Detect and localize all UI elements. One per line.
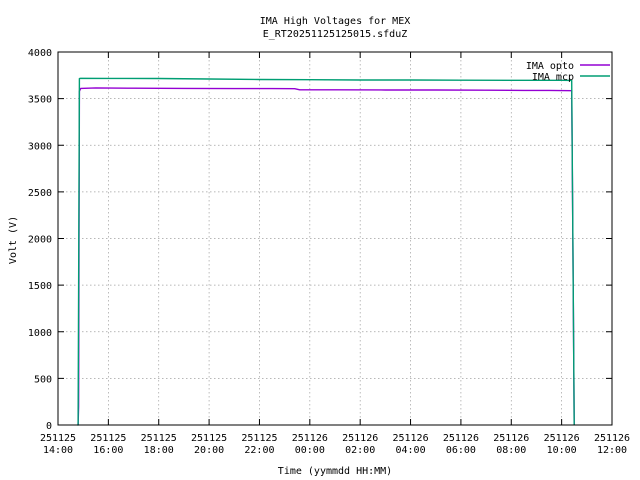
x-tick-date-label: 251125: [40, 433, 76, 444]
x-tick-time-label: 10:00: [547, 445, 577, 456]
x-tick-time-label: 18:00: [144, 445, 174, 456]
x-axis-label: Time (yymmdd HH:MM): [278, 466, 392, 477]
grid: [58, 52, 612, 425]
x-tick-date-label: 251125: [141, 433, 177, 444]
y-tick-label: 4000: [28, 48, 52, 59]
x-tick-time-label: 06:00: [446, 445, 476, 456]
y-axis-label: Volt (V): [8, 216, 19, 264]
y-tick-label: 1500: [28, 281, 52, 292]
y-tick-label: 1000: [28, 328, 52, 339]
x-tick-time-label: 00:00: [295, 445, 325, 456]
x-tick-time-label: 16:00: [93, 445, 123, 456]
y-tick-label: 2000: [28, 235, 52, 246]
x-tick-time-label: 22:00: [244, 445, 274, 456]
legend-label: IMA opto: [526, 61, 574, 72]
series-lines: [77, 77, 575, 426]
x-tick-date-label: 251125: [241, 433, 277, 444]
x-tick-time-label: 12:00: [597, 445, 627, 456]
x-tick-date-label: 251126: [392, 433, 428, 444]
x-tick-date-label: 251126: [443, 433, 479, 444]
x-tick-date-label: 251126: [544, 433, 580, 444]
x-tick-time-label: 04:00: [395, 445, 425, 456]
x-tick-date-label: 251125: [191, 433, 227, 444]
x-tick-date-label: 251126: [292, 433, 328, 444]
chart-title: IMA High Voltages for MEX: [260, 16, 411, 27]
axis-ticks: 0500100015002000250030003500400025112514…: [28, 48, 630, 456]
x-tick-date-label: 251125: [90, 433, 126, 444]
x-tick-time-label: 08:00: [496, 445, 526, 456]
series-line-ima-opto: [77, 87, 575, 426]
y-tick-label: 3000: [28, 141, 52, 152]
x-tick-time-label: 14:00: [43, 445, 73, 456]
y-tick-label: 500: [34, 374, 52, 385]
x-tick-date-label: 251126: [594, 433, 630, 444]
x-tick-time-label: 20:00: [194, 445, 224, 456]
x-tick-date-label: 251126: [493, 433, 529, 444]
series-line-ima-mcp: [77, 77, 575, 426]
x-tick-time-label: 02:00: [345, 445, 375, 456]
y-tick-label: 3500: [28, 95, 52, 106]
x-tick-date-label: 251126: [342, 433, 378, 444]
chart-subtitle: E_RT20251125125015.sfduZ: [263, 29, 408, 40]
y-tick-label: 2500: [28, 188, 52, 199]
y-tick-label: 0: [46, 421, 52, 432]
legend-label: IMA mcp: [532, 72, 574, 83]
